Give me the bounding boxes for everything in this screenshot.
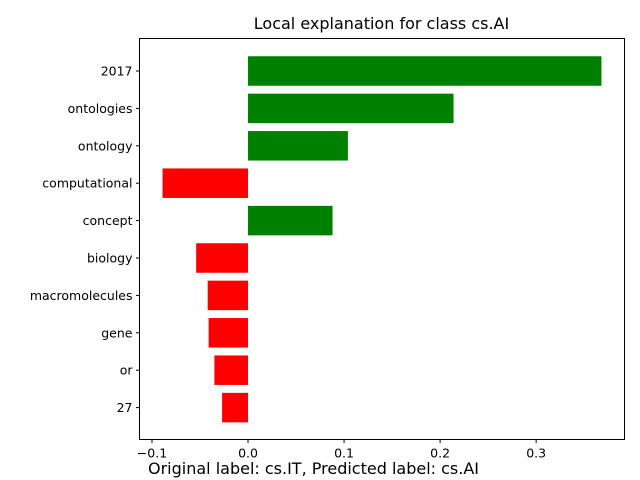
bar-27 — [222, 392, 249, 423]
y-tick-label: macromolecules — [30, 288, 133, 303]
x-axis-ticks: −0.1 0.0 0.1 0.2 0.3 — [137, 439, 546, 461]
bar-2017 — [248, 56, 602, 86]
x-tick-label: 0.0 — [238, 446, 258, 461]
chart-title: Local explanation for class cs.AI — [254, 14, 509, 33]
bar-ontologies — [248, 93, 454, 124]
bar-biology — [196, 243, 249, 273]
y-tick-label: gene — [101, 325, 133, 340]
y-tick-label: concept — [83, 213, 133, 228]
y-axis-ticks: 2017 ontologies ontology computational conce… — [30, 64, 140, 415]
bar-macromolecules — [207, 280, 249, 311]
x-tick-label: 0.2 — [430, 446, 450, 461]
bar-gene — [208, 318, 249, 348]
plot-frame — [139, 38, 625, 440]
y-tick-label: 27 — [117, 400, 133, 415]
bar-or — [214, 355, 249, 385]
x-tick-label: 0.1 — [334, 446, 354, 461]
y-tick-label: or — [120, 363, 134, 378]
bar-ontology — [248, 131, 348, 161]
y-tick-label: 2017 — [101, 64, 133, 79]
x-tick-label: 0.3 — [526, 446, 546, 461]
bar-computational — [162, 168, 249, 198]
y-tick-label: ontology — [78, 138, 133, 153]
bar-concept — [248, 205, 333, 236]
x-tick-label: −0.1 — [137, 446, 167, 461]
y-tick-label: biology — [87, 251, 133, 266]
y-tick-label: ontologies — [68, 101, 133, 116]
bars-group — [162, 56, 602, 423]
label-caption: Original label: cs.IT, Predicted label: … — [148, 459, 479, 478]
y-tick-label: computational — [42, 176, 132, 191]
